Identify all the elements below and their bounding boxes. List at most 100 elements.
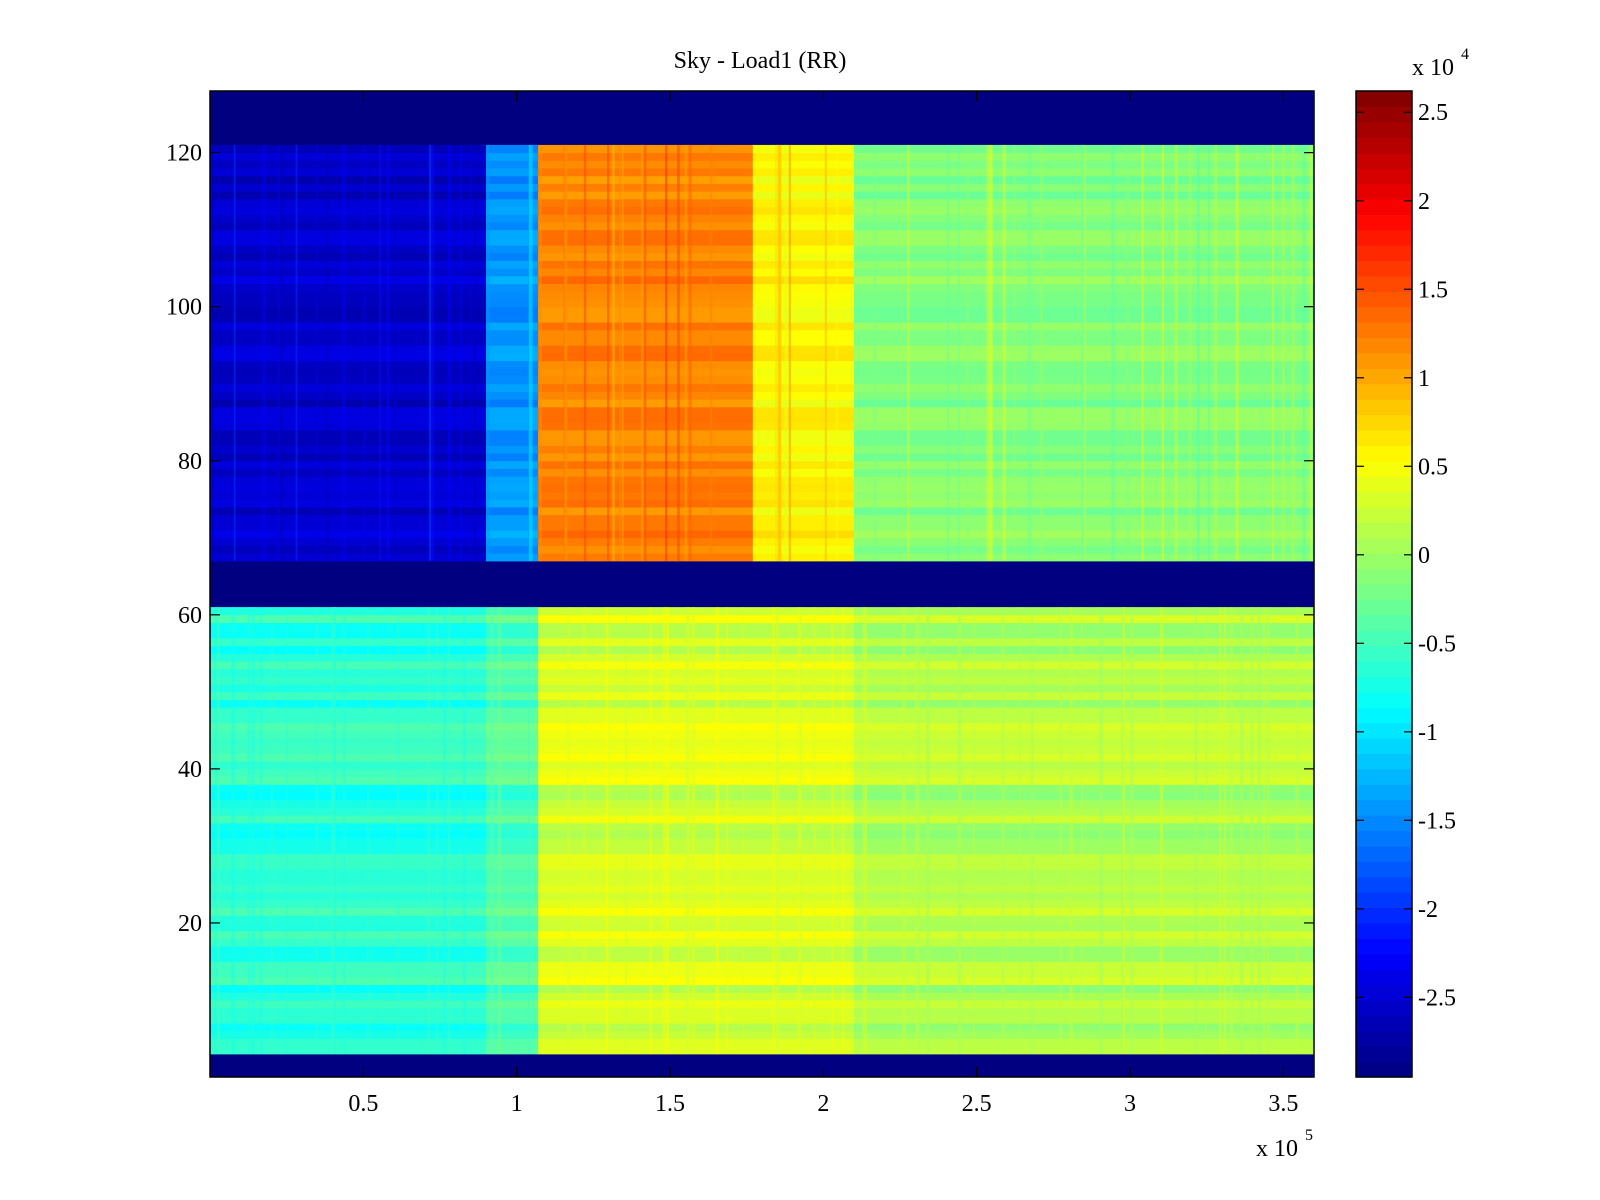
upper-band-streak xyxy=(1188,144,1192,561)
upper-band-cell xyxy=(210,252,487,261)
lower-band-cell xyxy=(854,707,1314,716)
lower-band-cell xyxy=(538,1015,855,1024)
lower-band-cell xyxy=(210,992,487,1001)
upper-band-cell xyxy=(752,506,855,516)
lower-band-cell xyxy=(210,614,487,624)
lower-band-cell xyxy=(538,1038,855,1047)
colorbar-swatch xyxy=(1356,876,1412,893)
lower-band-cell xyxy=(538,791,855,801)
lower-band-cell xyxy=(538,614,855,624)
lower-band-cell xyxy=(854,622,1314,631)
lower-band-cell xyxy=(486,745,539,754)
colorbar-swatch xyxy=(1356,106,1412,123)
lower-band-streak xyxy=(366,607,369,1054)
upper-band-cell xyxy=(486,160,539,169)
lower-band-cell xyxy=(854,969,1314,978)
lower-band-cell xyxy=(538,753,855,762)
lower-band-cell xyxy=(538,984,855,993)
lower-band-cell xyxy=(210,661,487,670)
upper-band-streak xyxy=(665,144,668,561)
lower-band-cell xyxy=(538,722,855,731)
lower-band-cell xyxy=(486,853,539,862)
upper-band-cell xyxy=(486,437,539,446)
y-axis: 20 40 60 80 100 120 xyxy=(166,141,1314,937)
lower-band-cell xyxy=(210,838,487,847)
lower-band-cell xyxy=(486,953,539,962)
lower-band-cell xyxy=(854,946,1314,955)
colorbar-swatch xyxy=(1356,352,1412,369)
lower-band-cell xyxy=(210,807,487,816)
upper-band-cell xyxy=(486,406,539,416)
upper-band-cell xyxy=(210,260,487,269)
upper-band-streak xyxy=(1174,144,1177,561)
x-axis-multiplier-exponent: 5 xyxy=(1305,1127,1313,1144)
lower-band-cell xyxy=(486,668,539,677)
upper-band-streak xyxy=(262,144,266,561)
upper-band-cell xyxy=(752,499,855,508)
lower-band-streak xyxy=(1130,607,1134,1054)
lower-band-streak xyxy=(217,607,220,1054)
upper-band-streak xyxy=(386,144,389,561)
lower-band-cell xyxy=(854,776,1314,785)
lower-band-streak xyxy=(608,607,611,1054)
lower-band-cell xyxy=(854,892,1314,901)
colorbar-swatch xyxy=(1356,907,1412,924)
upper-band-cell xyxy=(210,522,487,531)
lower-band-cell xyxy=(210,976,487,986)
lower-band-cell xyxy=(854,614,1314,624)
lower-band-cell xyxy=(210,745,487,754)
lower-band-streak xyxy=(1205,607,1208,1054)
upper-band-cell xyxy=(486,537,539,546)
upper-band-cell xyxy=(210,453,487,462)
upper-band-streak xyxy=(529,144,533,561)
colorbar-swatch xyxy=(1356,953,1412,970)
upper-band-cell xyxy=(486,268,539,277)
upper-band-cell xyxy=(210,229,487,238)
colorbar-multiplier: x 10 xyxy=(1412,55,1454,81)
heatmap-masked-band xyxy=(210,91,1314,145)
lower-band-cell xyxy=(210,946,487,955)
lower-band-cell xyxy=(210,630,487,639)
upper-band-cell xyxy=(210,553,487,562)
upper-band-cell xyxy=(486,306,539,315)
heatmap-masked-band xyxy=(210,1053,1314,1077)
lower-band-streak xyxy=(1080,607,1083,1054)
upper-band-cell xyxy=(210,445,487,454)
colorbar-swatch xyxy=(1356,614,1412,631)
y-tick-label: 80 xyxy=(178,449,202,475)
colorbar-tick-label: -0.5 xyxy=(1418,631,1456,657)
upper-band-streak xyxy=(1111,144,1115,561)
upper-band-streak xyxy=(957,144,960,561)
colorbar-tick-label: 0 xyxy=(1418,543,1430,569)
upper-band-cell xyxy=(486,499,539,508)
colorbar-swatch xyxy=(1356,291,1412,308)
colorbar-swatch xyxy=(1356,584,1412,601)
colorbar-tick-label: -1 xyxy=(1418,720,1438,746)
lower-band-cell xyxy=(854,999,1314,1009)
lower-band-streak xyxy=(862,607,864,1054)
x-axis: 0.5 1 1.5 2 2.5 3 3.5 xyxy=(348,91,1298,1117)
lower-band-cell xyxy=(538,999,855,1009)
lower-band-cell xyxy=(486,714,539,724)
lower-band-cell xyxy=(538,992,855,1001)
upper-band-streak xyxy=(1039,144,1043,561)
lower-band-cell xyxy=(486,738,539,747)
upper-band-cell xyxy=(210,298,487,308)
lower-band-cell xyxy=(210,753,487,762)
upper-band-cell xyxy=(210,206,487,215)
lower-band-cell xyxy=(210,922,487,932)
lower-band-streak xyxy=(1069,607,1073,1054)
colorbar-tick-label: -1.5 xyxy=(1418,808,1456,834)
lower-band-cell xyxy=(538,869,855,878)
lower-band-streak xyxy=(715,607,719,1054)
lower-band-streak xyxy=(772,607,776,1054)
upper-band-cell xyxy=(752,429,855,439)
colorbar-tick-label: 0.5 xyxy=(1418,454,1448,480)
lower-band-cell xyxy=(486,938,539,947)
upper-band-cell xyxy=(210,345,487,354)
x-tick-label: 3.5 xyxy=(1268,1091,1298,1117)
lower-band-cell xyxy=(538,853,855,862)
upper-band-cell xyxy=(486,337,539,346)
lower-band-cell xyxy=(210,791,487,801)
